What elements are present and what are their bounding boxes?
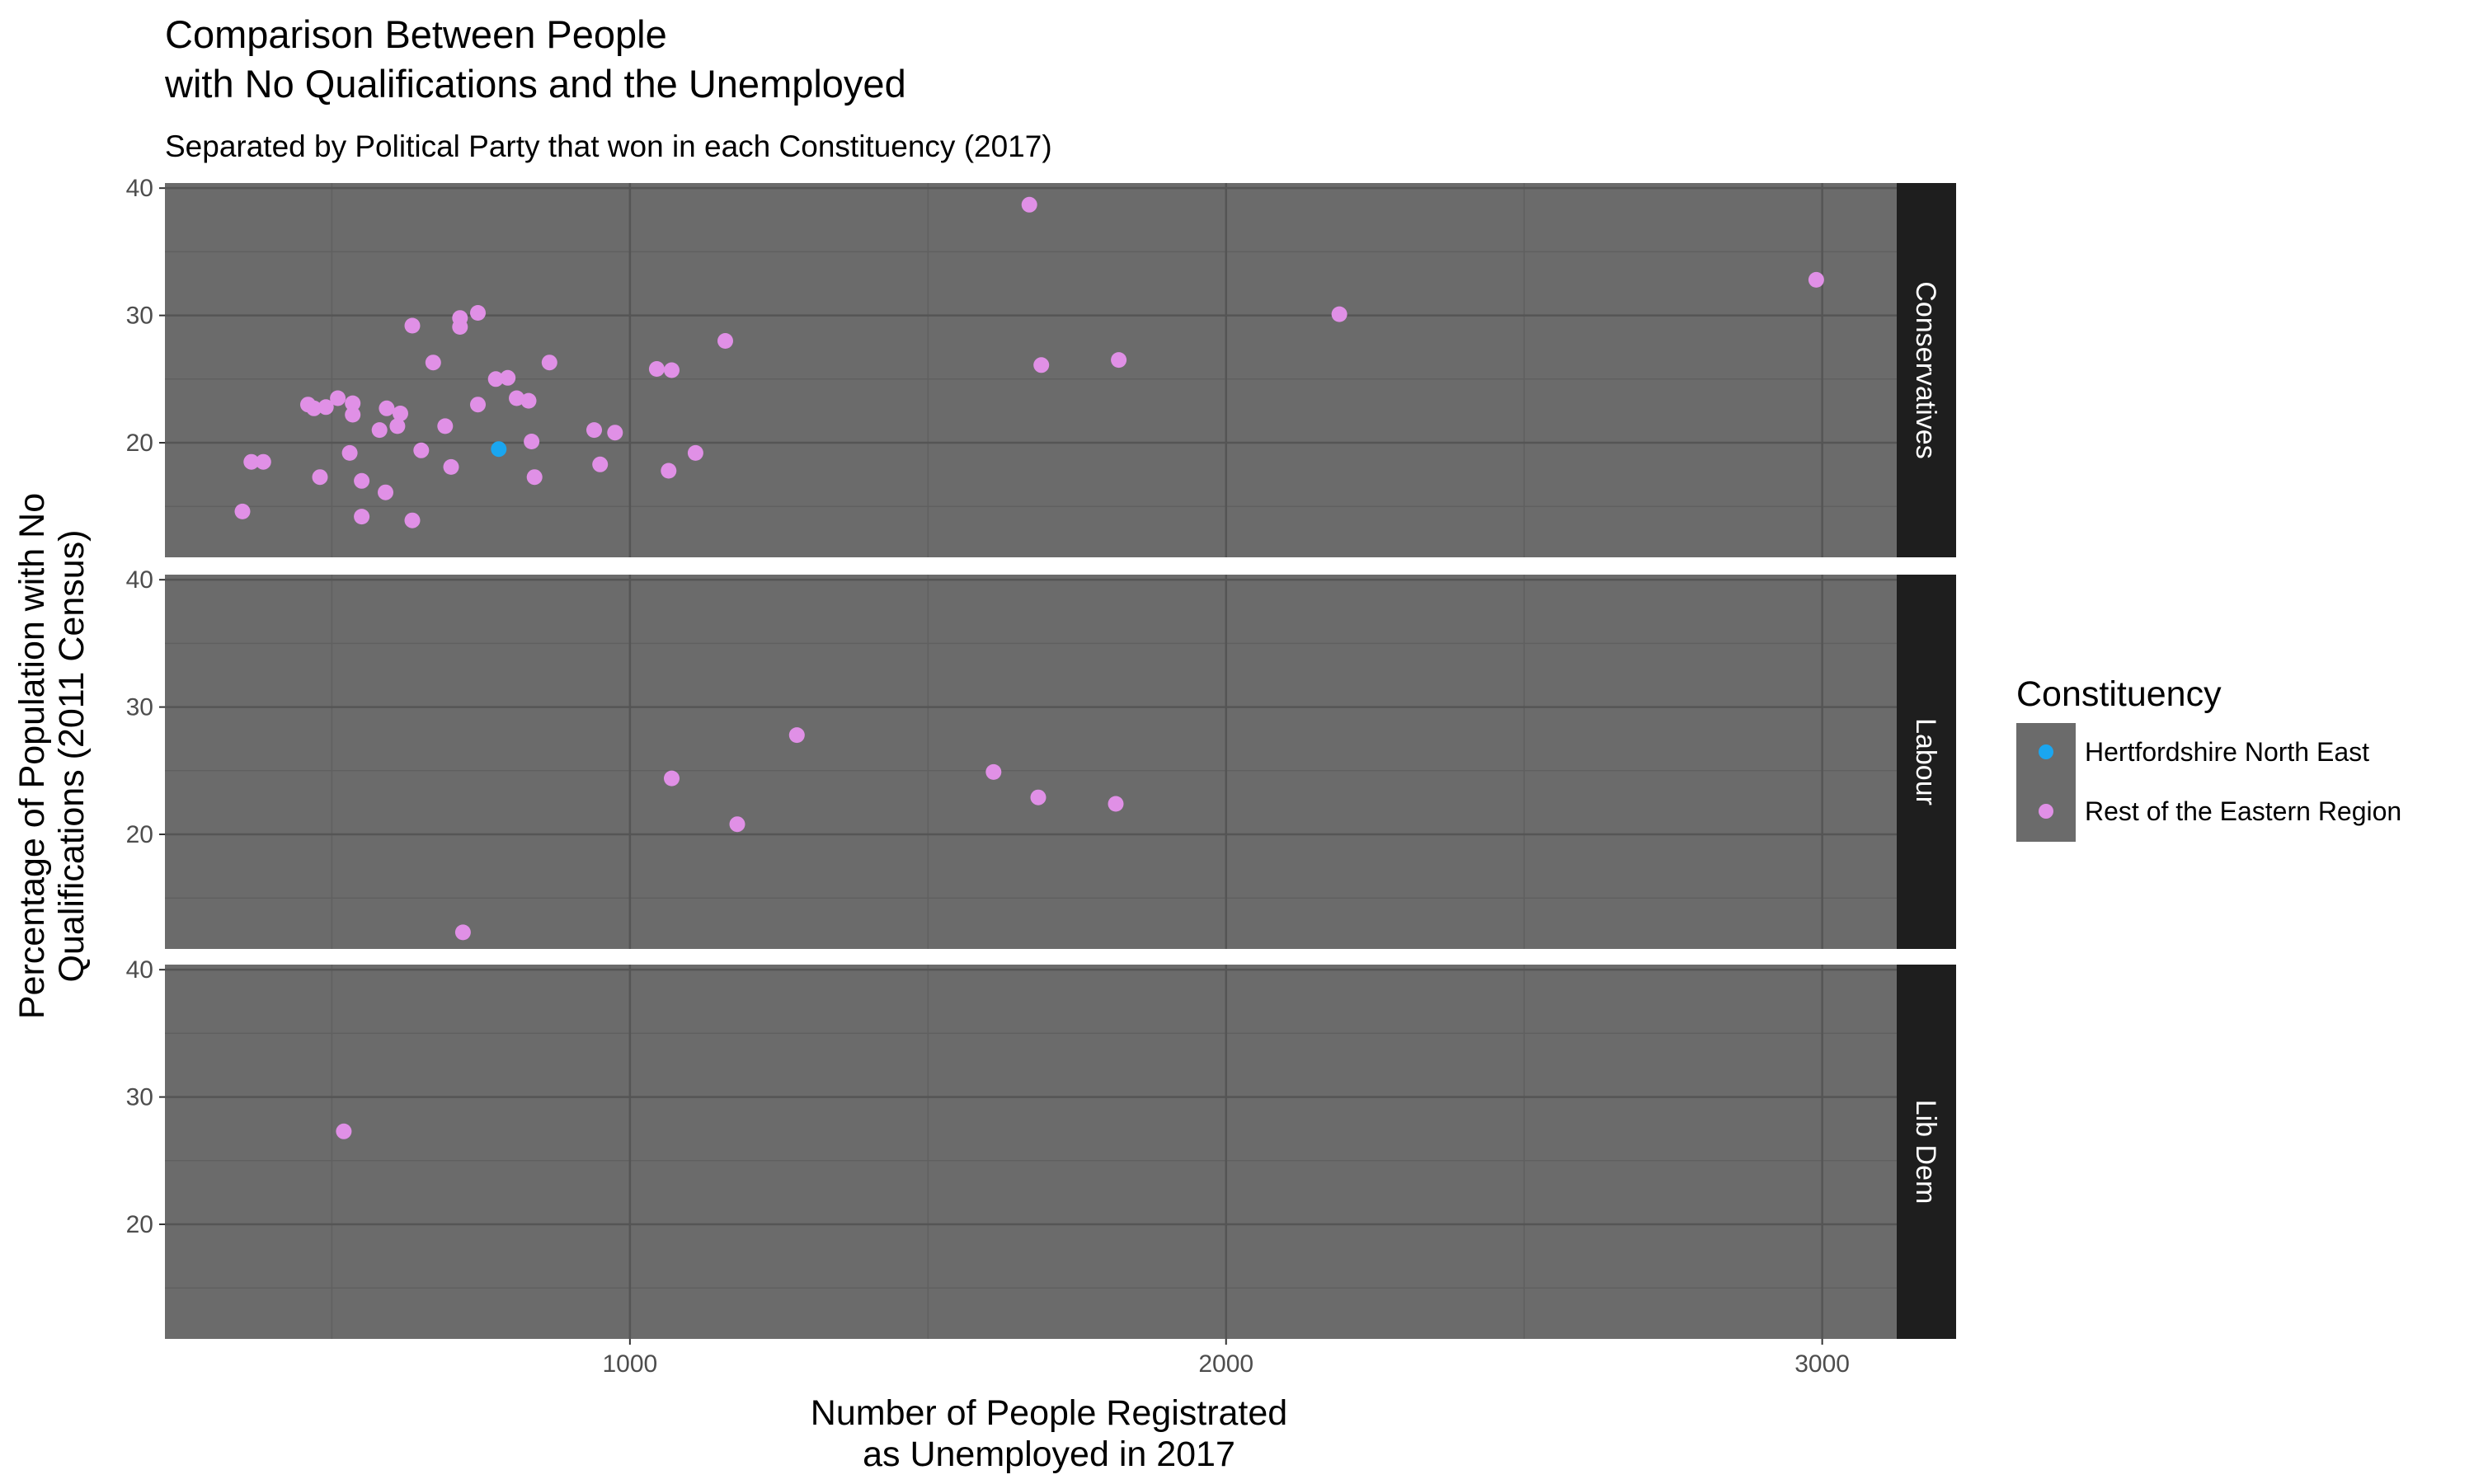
data-point-rest-of-the-eastern-region [452, 319, 468, 335]
y-tick-label: 20 [126, 821, 153, 848]
data-point-rest-of-the-eastern-region [425, 355, 441, 371]
data-point-rest-of-the-eastern-region [255, 453, 271, 470]
data-point-rest-of-the-eastern-region [330, 390, 346, 406]
data-point-rest-of-the-eastern-region [985, 763, 1002, 780]
x-axis-label-line1: Number of People Registrated [811, 1393, 1287, 1433]
data-point-rest-of-the-eastern-region [661, 463, 677, 479]
y-tick-label: 40 [126, 175, 153, 202]
legend-key-rest-of-eastern-region [2039, 804, 2053, 819]
data-point-rest-of-the-eastern-region [1108, 796, 1124, 812]
y-tick-label: 40 [126, 956, 153, 984]
x-tick-label: 1000 [602, 1350, 657, 1378]
data-point-rest-of-the-eastern-region [454, 924, 471, 941]
legend-label-hertfordshire-north-east: Hertfordshire North East [2085, 737, 2369, 767]
data-point-rest-of-the-eastern-region [1331, 306, 1348, 322]
data-point-rest-of-the-eastern-region [470, 397, 486, 413]
data-point-rest-of-the-eastern-region [520, 392, 537, 409]
data-point-rest-of-the-eastern-region [404, 512, 421, 528]
legend-key-background [2016, 723, 2076, 842]
data-point-rest-of-the-eastern-region [378, 484, 393, 500]
y-tick-label: 20 [126, 1211, 153, 1238]
data-point-rest-of-the-eastern-region [341, 444, 358, 461]
facet-panel-labour: 20 30 40 Labour [126, 566, 1956, 949]
data-point-rest-of-the-eastern-region [1111, 352, 1127, 369]
data-point-rest-of-the-eastern-region [371, 422, 388, 439]
panel-background [165, 183, 1897, 557]
facet-strip [1897, 183, 1956, 557]
data-point-rest-of-the-eastern-region [379, 400, 395, 416]
data-point-rest-of-the-eastern-region [345, 395, 361, 411]
data-point-rest-of-the-eastern-region [487, 371, 504, 387]
data-point-rest-of-the-eastern-region [443, 458, 459, 475]
x-tick-label: 3000 [1794, 1350, 1850, 1378]
data-point-rest-of-the-eastern-region [607, 425, 623, 441]
facet-panels: 20 30 40 Conservatives 20 30 40 Labour 20 30 40 Lib… [126, 175, 1956, 1378]
y-tick-label: 30 [126, 694, 153, 721]
data-point-rest-of-the-eastern-region [1021, 196, 1037, 213]
data-point-rest-of-the-eastern-region [306, 400, 322, 416]
y-tick-label: 30 [126, 1084, 153, 1111]
data-point-rest-of-the-eastern-region [312, 469, 328, 486]
data-point-rest-of-the-eastern-region [586, 422, 602, 439]
chart-title-line1: Comparison Between People [165, 12, 667, 56]
y-tick-label: 40 [126, 566, 153, 594]
data-point-rest-of-the-eastern-region [470, 305, 486, 321]
data-point-rest-of-the-eastern-region [1030, 789, 1047, 805]
y-tick-label: 30 [126, 303, 153, 330]
data-point-rest-of-the-eastern-region [1808, 271, 1824, 288]
data-point-rest-of-the-eastern-region [592, 456, 609, 472]
facet-panel-lib-dem: 20 30 40 Lib Dem [126, 956, 1956, 1339]
facet-panel-conservatives: 20 30 40 Conservatives [126, 175, 1956, 557]
data-point-rest-of-the-eastern-region [664, 770, 680, 787]
legend-key-hertfordshire-north-east [2039, 744, 2053, 759]
y-tick-label: 20 [126, 430, 153, 457]
y-axis-label-line2: Qualifications (2011 Census) [52, 530, 92, 983]
data-point-rest-of-the-eastern-region [648, 361, 665, 377]
x-tick-label: 2000 [1198, 1350, 1253, 1378]
data-point-rest-of-the-eastern-region [437, 418, 454, 434]
data-point-rest-of-the-eastern-region [1033, 357, 1050, 373]
legend: Constituency Hertfordshire North East Re… [2016, 674, 2401, 842]
data-point-rest-of-the-eastern-region [345, 406, 361, 423]
y-axis-label: Percentage of Population with No Qualifi… [12, 493, 92, 1019]
data-point-rest-of-the-eastern-region [500, 369, 516, 386]
facet-strip [1897, 575, 1956, 949]
facet-strip [1897, 965, 1956, 1339]
data-point-rest-of-the-eastern-region [664, 362, 680, 378]
legend-title: Constituency [2016, 674, 2222, 714]
data-point-rest-of-the-eastern-region [526, 469, 543, 486]
data-point-rest-of-the-eastern-region [317, 399, 334, 416]
data-point-rest-of-the-eastern-region [354, 509, 370, 525]
legend-label-rest-of-eastern-region: Rest of the Eastern Region [2085, 796, 2401, 826]
y-axis-label-line1: Percentage of Population with No [12, 493, 52, 1019]
data-point-rest-of-the-eastern-region [389, 418, 406, 434]
data-point-rest-of-the-eastern-region [336, 1123, 352, 1139]
data-point-rest-of-the-eastern-region [788, 727, 805, 744]
data-point-rest-of-the-eastern-region [717, 333, 733, 349]
facet-strip-label: Labour [1910, 718, 1941, 805]
chart-title-line2: with No Qualifications and the Unemploye… [164, 62, 906, 106]
chart-subtitle: Separated by Political Party that won in… [165, 129, 1052, 163]
data-point-rest-of-the-eastern-region [404, 317, 421, 334]
x-axis-label-line2: as Unemployed in 2017 [863, 1435, 1235, 1474]
panel-background [165, 575, 1897, 949]
panel-background [165, 965, 1897, 1339]
data-point-rest-of-the-eastern-region [243, 453, 260, 470]
data-point-rest-of-the-eastern-region [413, 442, 430, 458]
data-point-rest-of-the-eastern-region [354, 472, 370, 489]
data-point-rest-of-the-eastern-region [234, 503, 251, 519]
facet-strip-label: Lib Dem [1910, 1100, 1941, 1205]
data-point-rest-of-the-eastern-region [541, 355, 557, 371]
data-point-rest-of-the-eastern-region [509, 390, 524, 406]
data-point-rest-of-the-eastern-region [687, 444, 703, 461]
facet-strip-label: Conservatives [1910, 281, 1941, 458]
data-point-rest-of-the-eastern-region [729, 816, 745, 833]
data-point-hertfordshire-north-east [491, 441, 507, 458]
data-point-rest-of-the-eastern-region [393, 406, 408, 421]
data-point-rest-of-the-eastern-region [524, 434, 540, 449]
